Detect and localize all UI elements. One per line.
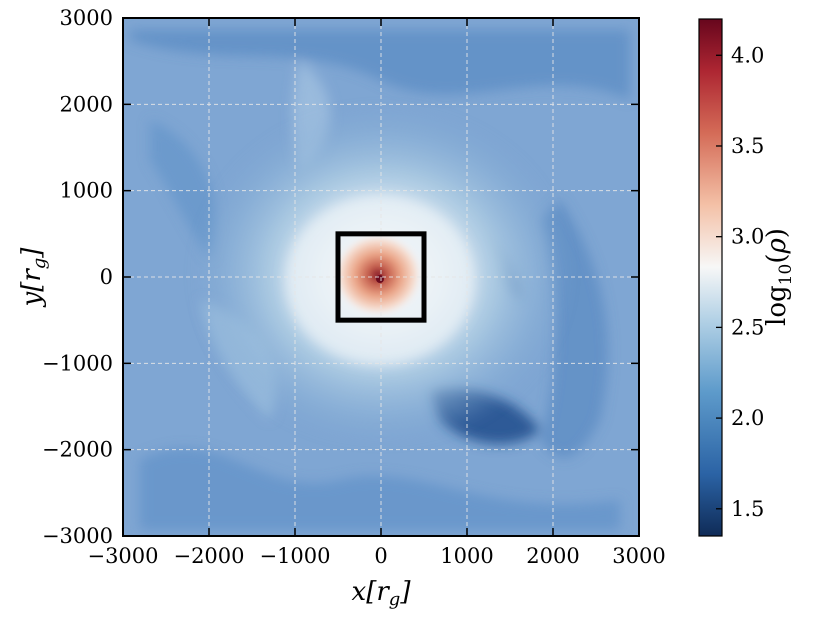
y-tick-label-1: −2000: [42, 438, 113, 462]
y-tick-label-2: −1000: [42, 351, 113, 375]
colorbar-label: log10(ρ): [762, 228, 796, 326]
colorbar-tick-label-1: 2.0: [731, 406, 764, 430]
x-tick-label-3: 0: [374, 544, 387, 568]
colorbar-tick-label-2: 2.5: [731, 315, 764, 339]
x-tick-label-0: −3000: [87, 544, 158, 568]
x-tick-label-1: −2000: [173, 544, 244, 568]
x-tick-label-2: −1000: [259, 544, 330, 568]
colorbar-tick-label-4: 3.5: [731, 134, 764, 158]
x-tick-label-6: 3000: [612, 544, 665, 568]
y-tick-label-0: −3000: [42, 524, 113, 548]
y-tick-label-3: 0: [100, 265, 113, 289]
x-tick-label-4: 1000: [440, 544, 493, 568]
grid-lines: [123, 18, 639, 536]
y-tick-label-5: 2000: [60, 92, 113, 116]
colorbar-tick-label-5: 4.0: [731, 43, 764, 67]
zoom-region-box: [335, 231, 427, 323]
x-tick-label-5: 2000: [526, 544, 579, 568]
colorbar-ticks: 1.5 2.0 2.5 3.0 3.5 4.0: [716, 43, 764, 521]
colorbar-tick-label-0: 1.5: [731, 497, 764, 521]
y-axis-label: y[rg]: [17, 247, 50, 308]
y-tick-label-6: 3000: [60, 6, 113, 30]
y-tick-labels: −3000 −2000 −1000 0 1000 2000 3000: [42, 6, 113, 548]
x-tick-labels: −3000 −2000 −1000 0 1000 2000 3000: [87, 544, 665, 568]
x-axis-label: x[rg]: [352, 577, 412, 610]
colorbar-tick-label-3: 3.0: [731, 225, 764, 249]
y-tick-label-4: 1000: [60, 179, 113, 203]
colorbar: [698, 18, 723, 537]
axis-ticks: [122, 17, 640, 537]
